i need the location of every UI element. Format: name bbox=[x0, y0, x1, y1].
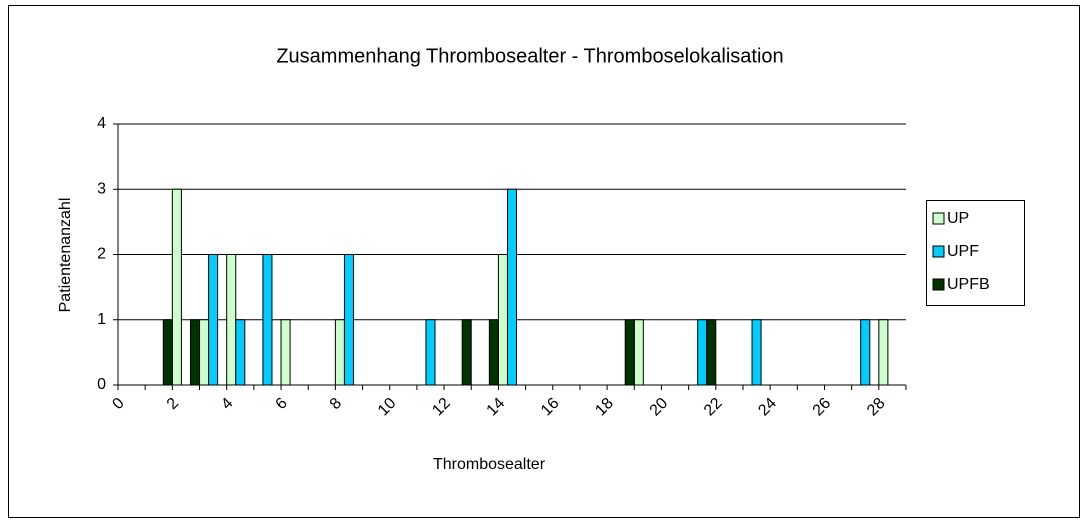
chart-title: Zusammenhang Thrombosealter - Thrombosel… bbox=[276, 45, 783, 67]
y-tick-label: 4 bbox=[97, 115, 106, 132]
bar bbox=[343, 254, 354, 386]
chart-border bbox=[8, 5, 1080, 518]
y-tick-label: 2 bbox=[97, 246, 106, 263]
bar bbox=[425, 319, 436, 386]
bar bbox=[262, 254, 273, 386]
bar bbox=[488, 319, 499, 386]
bar bbox=[199, 319, 210, 386]
bar bbox=[506, 188, 518, 386]
bar bbox=[334, 319, 345, 386]
y-tick-label: 1 bbox=[97, 311, 106, 328]
y-axis-label: Patientenanzahl bbox=[57, 198, 74, 313]
legend-label: UPFB bbox=[947, 276, 990, 293]
x-axis-label: Thrombosealter bbox=[433, 456, 546, 473]
legend-swatch bbox=[932, 212, 945, 225]
bar bbox=[461, 319, 472, 386]
bar bbox=[162, 319, 173, 386]
bar bbox=[497, 254, 508, 386]
bar bbox=[751, 319, 762, 386]
legend-swatch bbox=[932, 245, 945, 258]
bar bbox=[706, 319, 717, 386]
y-tick-label: 0 bbox=[97, 376, 106, 393]
bar bbox=[235, 319, 246, 386]
bar bbox=[280, 319, 291, 386]
bar bbox=[171, 188, 182, 386]
bar bbox=[633, 319, 644, 386]
bar bbox=[624, 319, 635, 386]
bar bbox=[226, 254, 237, 386]
y-tick-label: 3 bbox=[97, 180, 106, 197]
bar bbox=[208, 254, 219, 386]
bar bbox=[860, 319, 871, 386]
bar bbox=[697, 319, 708, 386]
legend-label: UPF bbox=[947, 243, 979, 260]
bar bbox=[878, 319, 889, 386]
legend-label: UP bbox=[947, 210, 969, 227]
legend-swatch bbox=[932, 278, 945, 291]
bar bbox=[189, 319, 201, 386]
